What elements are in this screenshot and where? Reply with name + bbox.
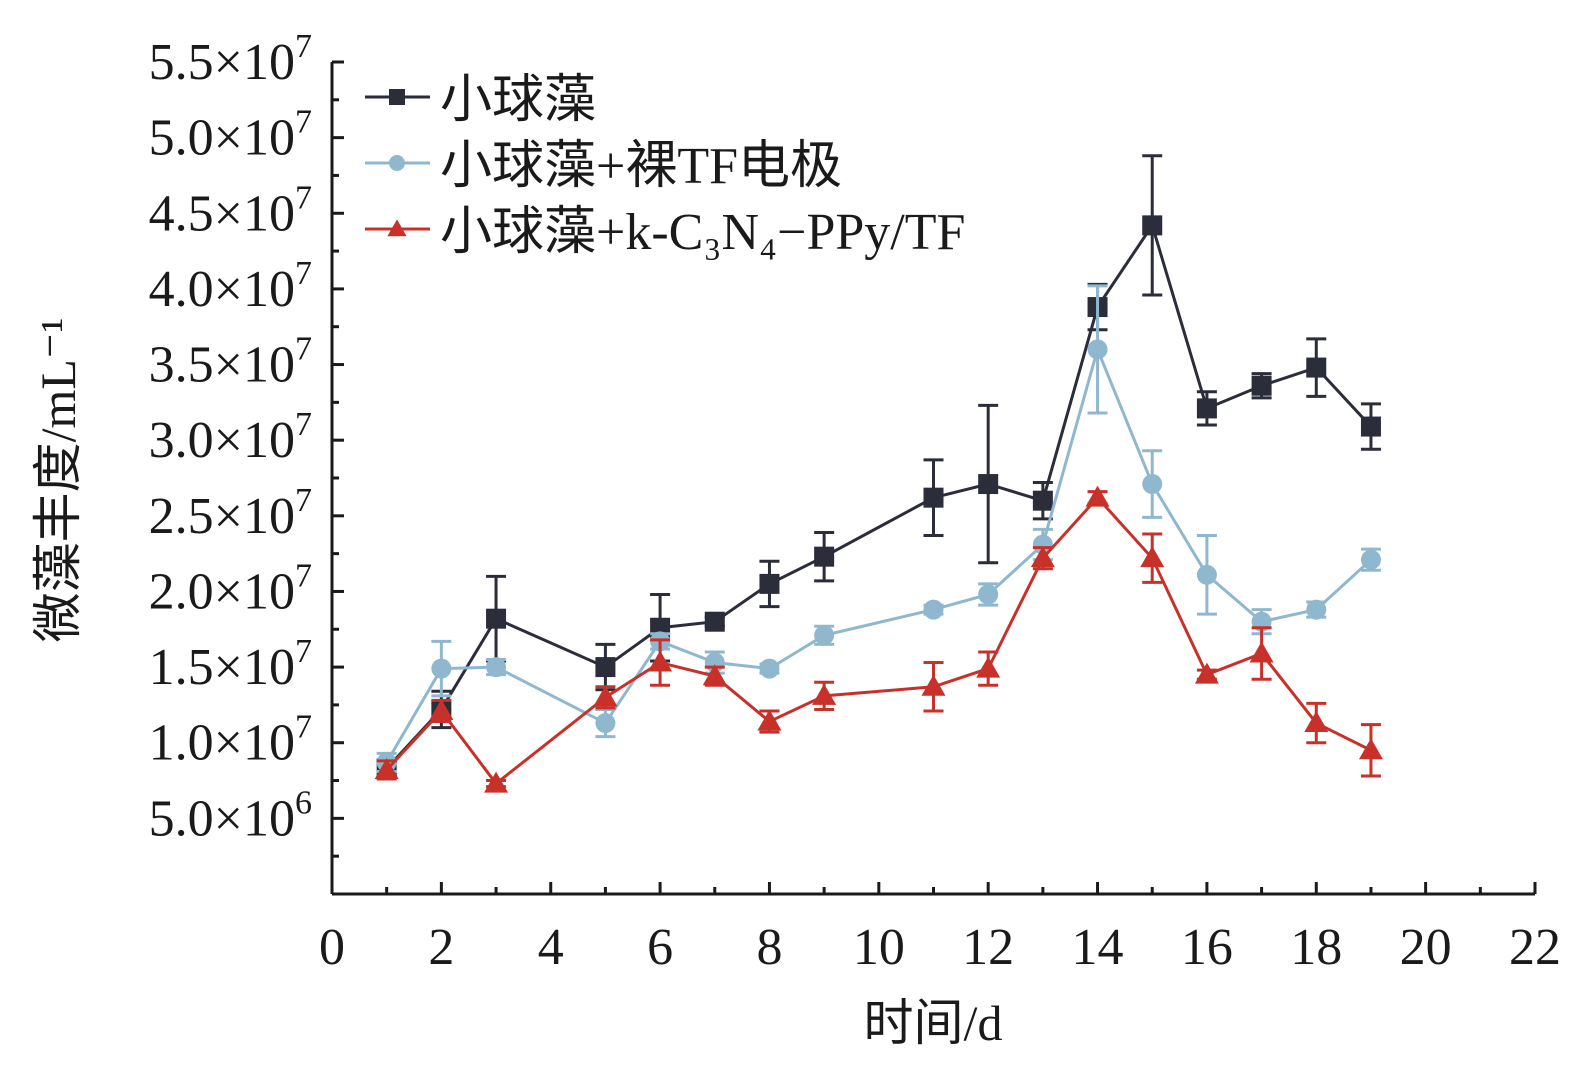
marker-square — [1306, 357, 1327, 378]
marker-circle — [1142, 474, 1163, 495]
marker-circle — [486, 657, 507, 678]
legend-entry-1: 小球藻 — [365, 72, 596, 129]
marker-square — [759, 573, 780, 594]
marker-triangle — [593, 685, 618, 707]
marker-triangle — [429, 698, 454, 720]
marker-triangle — [1249, 641, 1274, 663]
series-layer — [374, 154, 1383, 793]
marker-square — [595, 657, 616, 678]
series-3 — [374, 485, 1383, 793]
marker-triangle — [757, 709, 782, 731]
marker-triangle — [702, 664, 727, 686]
series-2 — [376, 284, 1381, 773]
x-tick-label: 22 — [1509, 919, 1561, 976]
marker-triangle — [1140, 546, 1165, 568]
y-tick-label: 2.5×107 — [149, 482, 312, 545]
marker-square — [1032, 490, 1053, 511]
y-axis-label: 微藻丰度/mL⁻¹ — [30, 318, 86, 643]
marker-square — [1360, 416, 1381, 437]
marker-triangle — [1085, 485, 1110, 507]
marker-circle — [389, 155, 405, 171]
legend-label: 小球藻 — [440, 72, 596, 129]
series-line — [385, 344, 1372, 764]
x-tick-label: 20 — [1400, 919, 1452, 976]
x-tick-label: 6 — [647, 919, 673, 976]
legend-label: 小球藻+k-C₃N₄−PPy/TF — [440, 204, 965, 261]
x-tick-label: 0 — [319, 919, 345, 976]
y-tick-label: 3.0×107 — [149, 406, 312, 469]
marker-square — [923, 487, 944, 508]
x-tick-label: 2 — [428, 919, 454, 976]
marker-triangle — [648, 650, 673, 672]
marker-square — [704, 611, 725, 632]
y-tick-label: 1.5×107 — [149, 633, 312, 696]
legend-label: 小球藻+裸TF电极 — [440, 138, 842, 195]
series-1 — [376, 154, 1381, 779]
marker-circle — [1196, 564, 1217, 585]
marker-circle — [978, 584, 999, 605]
y-tick-label: 1.0×107 — [149, 709, 312, 772]
marker-circle — [431, 658, 452, 679]
legend-entry-3: 小球藻+k-C₃N₄−PPy/TF — [365, 204, 965, 261]
marker-square — [814, 546, 835, 567]
marker-triangle — [921, 674, 946, 696]
x-tick-label: 16 — [1181, 919, 1233, 976]
marker-triangle — [1194, 662, 1219, 684]
axes: 0 2 4 6 8 10 12 14 16 18 20 22 5.0×106 1.0×107 1.5×107… — [149, 28, 1561, 976]
legend-entry-2: 小球藻+裸TF电极 — [365, 138, 842, 195]
series-line — [385, 495, 1372, 786]
marker-triangle — [387, 219, 407, 237]
x-axis-label: 时间/d — [864, 995, 1003, 1051]
x-tick-label: 10 — [853, 919, 905, 976]
marker-square — [978, 474, 999, 495]
y-tick-label: 2.0×107 — [149, 557, 312, 620]
y-tick-label: 5.5×107 — [149, 28, 312, 91]
y-tick-label: 5.0×107 — [149, 104, 312, 167]
marker-circle — [814, 625, 835, 646]
x-tick-label: 12 — [962, 919, 1014, 976]
marker-circle — [1306, 599, 1327, 620]
marker-square — [1196, 398, 1217, 419]
marker-square — [486, 608, 507, 629]
x-tick-label: 18 — [1290, 919, 1342, 976]
marker-triangle — [812, 683, 837, 705]
y-tick-label: 5.0×106 — [149, 784, 312, 847]
marker-square — [1251, 375, 1272, 396]
marker-circle — [923, 599, 944, 620]
marker-circle — [1087, 339, 1108, 360]
marker-circle — [759, 658, 780, 679]
marker-triangle — [374, 757, 399, 779]
x-tick-label: 14 — [1072, 919, 1124, 976]
marker-triangle — [1304, 711, 1329, 733]
marker-square — [389, 89, 405, 105]
marker-circle — [595, 713, 616, 734]
x-tick-label: 4 — [538, 919, 564, 976]
marker-triangle — [1358, 738, 1383, 760]
marker-circle — [1032, 534, 1053, 555]
marker-triangle — [976, 656, 1001, 678]
marker-triangle — [484, 771, 509, 793]
y-tick-label: 3.5×107 — [149, 331, 312, 394]
y-tick-label: 4.5×107 — [149, 179, 312, 242]
marker-circle — [1360, 549, 1381, 570]
marker-triangle — [1030, 546, 1055, 568]
x-tick-label: 8 — [756, 919, 782, 976]
marker-square — [1142, 215, 1163, 236]
y-tick-label: 4.0×107 — [149, 255, 312, 318]
